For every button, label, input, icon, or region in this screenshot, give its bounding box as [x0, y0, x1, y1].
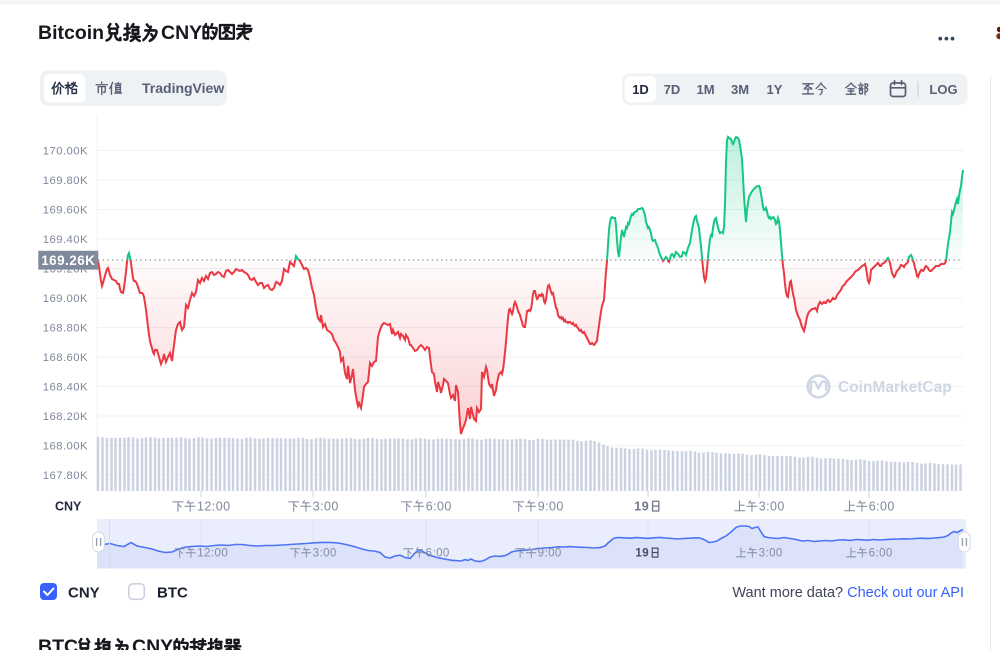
svg-text:3:00: 3:00: [759, 500, 785, 514]
svg-text:3:00: 3:00: [759, 548, 783, 560]
svg-text:BTC: BTC: [38, 636, 78, 650]
svg-text:169.00K: 169.00K: [43, 293, 88, 305]
svg-text:1M: 1M: [696, 82, 714, 97]
svg-text:3:00: 3:00: [313, 500, 339, 514]
svg-text:6:00: 6:00: [426, 500, 452, 514]
svg-text:170.00K: 170.00K: [43, 146, 88, 158]
svg-text:1Y: 1Y: [767, 82, 783, 97]
svg-text:CoinMarketCap: CoinMarketCap: [838, 379, 952, 396]
svg-text:19: 19: [634, 500, 649, 514]
svg-text:6:00: 6:00: [869, 548, 893, 560]
svg-text:12:00: 12:00: [197, 548, 228, 560]
svg-text:BTC: BTC: [157, 585, 188, 602]
svg-text:168.00K: 168.00K: [43, 441, 88, 453]
svg-text:TradingView: TradingView: [142, 80, 224, 96]
svg-text:168.80K: 168.80K: [43, 323, 88, 335]
svg-text:7D: 7D: [664, 82, 681, 97]
svg-text:169.60K: 169.60K: [43, 205, 88, 217]
svg-text:169.26K: 169.26K: [41, 253, 95, 268]
svg-text:CNY: CNY: [161, 22, 202, 44]
svg-text:167.80K: 167.80K: [43, 470, 88, 482]
svg-text:3M: 3M: [731, 82, 749, 97]
svg-text:LOG: LOG: [929, 82, 957, 97]
svg-text:169.40K: 169.40K: [43, 234, 88, 246]
svg-text:CNY: CNY: [55, 500, 82, 514]
svg-text:9:00: 9:00: [538, 500, 564, 514]
svg-text:9:00: 9:00: [538, 548, 562, 560]
svg-text:168.20K: 168.20K: [43, 411, 88, 423]
svg-text:6:00: 6:00: [426, 548, 450, 560]
svg-text:169.80K: 169.80K: [43, 175, 88, 187]
svg-text:Bitcoin: Bitcoin: [38, 22, 104, 44]
svg-text:CNY: CNY: [68, 585, 100, 602]
svg-text:168.60K: 168.60K: [43, 352, 88, 364]
svg-text:19: 19: [635, 548, 649, 560]
svg-text:6:00: 6:00: [869, 500, 895, 514]
svg-text:Want more data? Check out our: Want more data? Check out our API: [732, 585, 964, 601]
svg-text:CNY: CNY: [132, 636, 173, 650]
svg-text:168.40K: 168.40K: [43, 382, 88, 394]
svg-text:12:00: 12:00: [197, 500, 231, 514]
svg-text:3:00: 3:00: [313, 548, 337, 560]
svg-text:1D: 1D: [632, 82, 649, 97]
